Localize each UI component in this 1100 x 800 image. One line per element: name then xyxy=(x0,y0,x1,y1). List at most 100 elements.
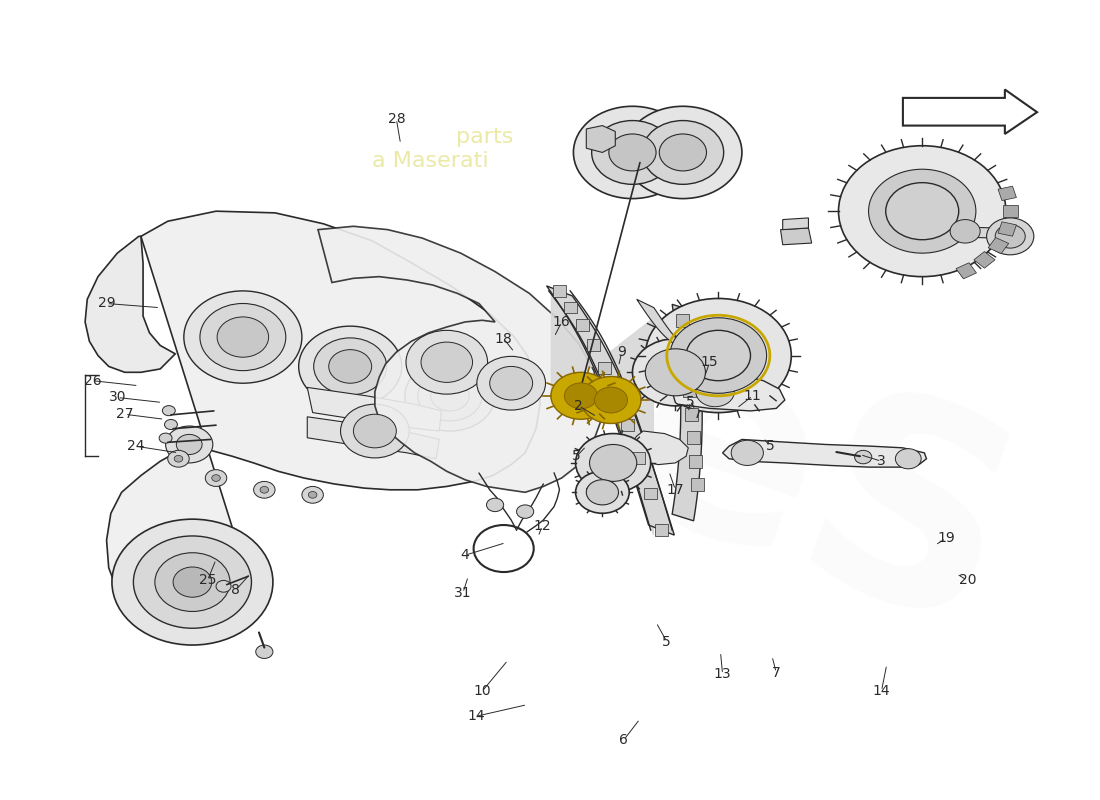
Text: parts: parts xyxy=(455,127,513,147)
Polygon shape xyxy=(107,211,540,633)
Circle shape xyxy=(165,419,177,430)
Circle shape xyxy=(211,474,220,482)
Text: 5: 5 xyxy=(572,450,581,463)
Polygon shape xyxy=(318,226,601,492)
Bar xyxy=(621,419,634,430)
Circle shape xyxy=(173,567,211,598)
Polygon shape xyxy=(781,228,812,245)
Text: 10: 10 xyxy=(473,684,491,698)
Text: a Maserati: a Maserati xyxy=(373,151,490,171)
Circle shape xyxy=(996,225,1025,248)
Circle shape xyxy=(624,106,741,198)
Text: 2: 2 xyxy=(574,399,583,413)
Text: 18: 18 xyxy=(495,332,513,346)
Circle shape xyxy=(869,170,976,253)
Text: 4: 4 xyxy=(461,548,470,562)
Circle shape xyxy=(646,349,705,396)
Circle shape xyxy=(341,404,409,458)
Bar xyxy=(644,487,657,499)
Bar xyxy=(553,285,565,297)
Polygon shape xyxy=(547,286,674,535)
Circle shape xyxy=(590,445,637,482)
Text: 20: 20 xyxy=(958,574,976,587)
Bar xyxy=(654,524,668,536)
Bar xyxy=(609,389,623,401)
Circle shape xyxy=(855,450,872,464)
Circle shape xyxy=(418,370,482,421)
Bar xyxy=(690,454,702,468)
Bar xyxy=(998,222,1016,236)
Circle shape xyxy=(200,303,286,370)
Bar xyxy=(956,262,977,279)
Circle shape xyxy=(255,645,273,658)
Circle shape xyxy=(594,387,627,413)
Circle shape xyxy=(254,482,275,498)
Polygon shape xyxy=(632,114,683,190)
Circle shape xyxy=(581,377,641,423)
Circle shape xyxy=(476,356,546,410)
Bar xyxy=(685,407,697,421)
Circle shape xyxy=(642,121,724,184)
Text: 5: 5 xyxy=(686,394,695,409)
Circle shape xyxy=(133,536,252,628)
Circle shape xyxy=(838,146,1005,277)
Circle shape xyxy=(308,491,317,498)
Bar xyxy=(683,384,696,398)
Polygon shape xyxy=(630,431,689,465)
Circle shape xyxy=(314,338,387,395)
Text: 5: 5 xyxy=(766,439,774,453)
Text: 11: 11 xyxy=(744,389,761,403)
Circle shape xyxy=(950,219,980,243)
Circle shape xyxy=(406,330,487,394)
Text: 27: 27 xyxy=(117,407,133,422)
Text: 5: 5 xyxy=(662,634,671,649)
Polygon shape xyxy=(903,90,1037,134)
Text: 24: 24 xyxy=(126,439,144,453)
Circle shape xyxy=(564,383,597,409)
Polygon shape xyxy=(85,236,175,372)
Text: 30: 30 xyxy=(109,390,126,405)
Circle shape xyxy=(217,317,268,358)
Bar xyxy=(564,302,578,314)
Bar xyxy=(679,337,692,350)
Text: 9: 9 xyxy=(617,345,626,359)
Circle shape xyxy=(592,121,673,184)
Text: 28: 28 xyxy=(387,112,405,126)
Text: 3: 3 xyxy=(877,454,886,468)
Text: 6: 6 xyxy=(619,733,628,747)
Circle shape xyxy=(886,182,959,240)
Circle shape xyxy=(176,434,202,454)
Circle shape xyxy=(206,470,227,486)
Bar xyxy=(587,339,600,351)
Text: 17: 17 xyxy=(667,482,684,497)
Bar xyxy=(688,431,700,445)
Text: 26: 26 xyxy=(84,374,101,388)
Circle shape xyxy=(216,581,231,592)
Bar xyxy=(575,319,589,331)
Text: 7: 7 xyxy=(772,666,781,680)
Bar xyxy=(598,362,612,374)
Text: 25: 25 xyxy=(199,574,217,587)
Text: 14: 14 xyxy=(872,684,890,698)
Bar xyxy=(988,238,1009,254)
Circle shape xyxy=(329,350,372,383)
Circle shape xyxy=(575,471,629,514)
Circle shape xyxy=(431,381,470,411)
Circle shape xyxy=(160,433,172,443)
Circle shape xyxy=(163,406,175,416)
Circle shape xyxy=(670,318,767,394)
Text: 14: 14 xyxy=(466,710,485,723)
Circle shape xyxy=(353,414,396,448)
Circle shape xyxy=(490,366,532,400)
Circle shape xyxy=(405,361,495,431)
Bar xyxy=(676,314,690,327)
Text: 12: 12 xyxy=(534,519,551,533)
Text: 31: 31 xyxy=(454,586,472,600)
Polygon shape xyxy=(637,299,718,358)
Bar xyxy=(632,452,646,464)
Circle shape xyxy=(260,486,268,493)
Circle shape xyxy=(586,480,618,505)
Circle shape xyxy=(895,449,921,469)
Polygon shape xyxy=(672,304,702,521)
Circle shape xyxy=(575,434,651,492)
